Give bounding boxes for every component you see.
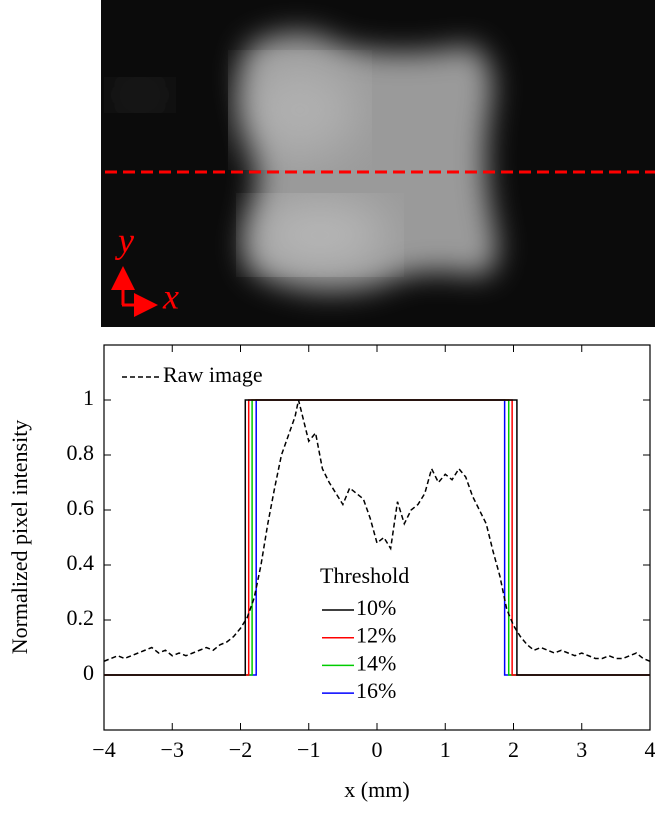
x-axis-label: x (mm) bbox=[344, 777, 409, 802]
x-tick-label: 2 bbox=[508, 737, 519, 762]
y-tick-label: 0 bbox=[83, 660, 94, 685]
image-y-label: y bbox=[115, 220, 134, 260]
x-tick-label: 1 bbox=[440, 737, 451, 762]
x-tick-label: −3 bbox=[161, 737, 184, 762]
x-tick-label: −4 bbox=[92, 737, 115, 762]
x-tick-label: 3 bbox=[576, 737, 587, 762]
legend-label: 10% bbox=[356, 595, 396, 620]
legend-label: 14% bbox=[356, 650, 396, 675]
legend-label: Raw image bbox=[163, 362, 263, 387]
y-tick-label: 1 bbox=[83, 385, 94, 410]
x-tick-label: −2 bbox=[229, 737, 252, 762]
image-x-label: x bbox=[162, 276, 179, 316]
legend-label: 16% bbox=[356, 678, 396, 703]
y-tick-label: 0.2 bbox=[67, 605, 95, 630]
x-tick-label: −1 bbox=[297, 737, 320, 762]
y-tick-label: 0.6 bbox=[67, 495, 95, 520]
x-tick-label: 4 bbox=[645, 737, 655, 762]
legend-title: Threshold bbox=[320, 563, 409, 588]
legend-label: 12% bbox=[356, 623, 396, 648]
camera-image: y x bbox=[101, 0, 655, 327]
y-tick-label: 0.4 bbox=[67, 550, 95, 575]
y-tick-label: 0.8 bbox=[67, 440, 95, 465]
y-axis-label: Normalized pixel intensity bbox=[7, 420, 32, 655]
x-tick-label: 0 bbox=[372, 737, 383, 762]
